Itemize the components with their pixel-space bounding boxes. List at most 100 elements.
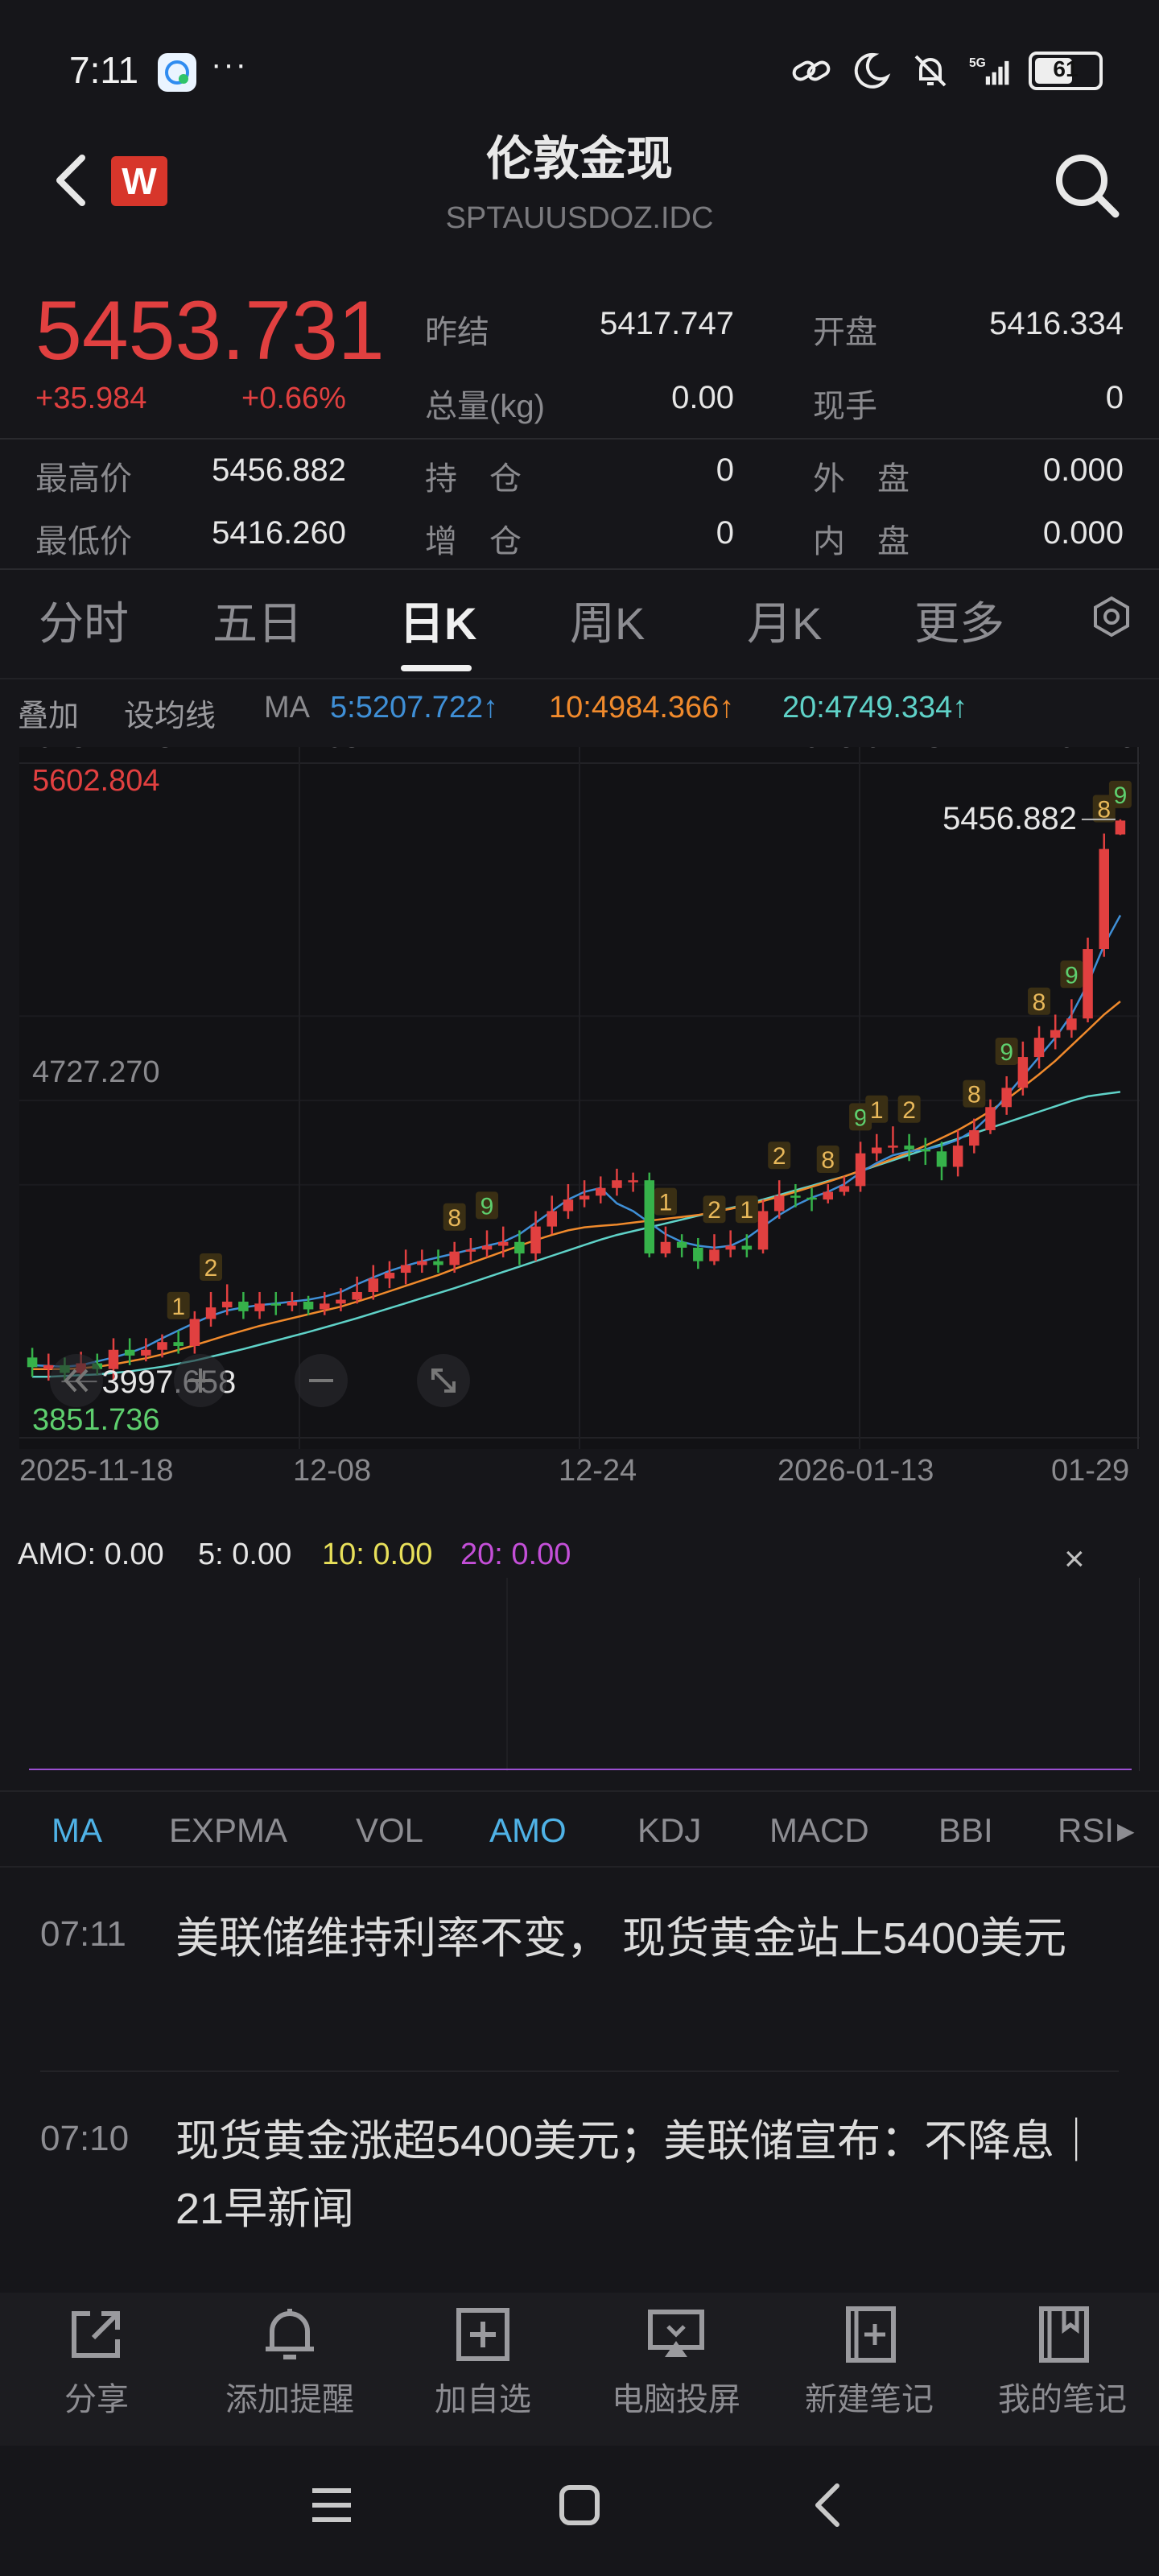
marker-badge [963,1080,986,1108]
scroll-left-icon[interactable] [48,1352,105,1409]
stat-label: 开盘 [813,315,877,350]
zoom-out-icon[interactable] [293,1352,349,1409]
new-note-button[interactable]: 新建笔记 [789,2302,950,2420]
status-bar: 7:11 ··· 5G 61 [0,0,1159,145]
cast-screen-button[interactable]: 电脑投屏 [596,2302,757,2420]
candle-body [530,1226,541,1254]
news-item-title[interactable]: 美联储维持利率不变， 现货黄金站上5400美元 [175,1914,1067,1963]
close-indicator-icon[interactable]: × [1064,1539,1085,1579]
tab-daily-k[interactable]: 日K [399,598,477,649]
marker-label: 8 [1097,796,1111,823]
candle-body [806,1197,817,1200]
back-nav-icon[interactable] [805,2481,853,2529]
marker-badge [654,1187,677,1216]
stat-value: 0.000 [1042,452,1124,488]
marker-label: 2 [902,1097,916,1124]
page-title: 伦敦金现 [485,133,673,185]
candle-body [221,1301,233,1308]
candle-body [287,1301,298,1306]
x-axis-label: 12-08 [282,747,360,754]
indicator-vol[interactable]: VOL [356,1811,424,1849]
ma-label: MA [264,691,310,724]
stat-label: 昨结 [425,315,489,350]
svg-text:5G: 5G [969,56,986,70]
candle-body [1066,1018,1077,1030]
link-icon [792,60,831,81]
candle-body [238,1301,249,1311]
indicator-rsi[interactable]: RSI [1058,1811,1115,1849]
candle-body [920,1149,931,1152]
stat-value: 0 [716,452,734,488]
tab-five-day[interactable]: 五日 [212,598,303,649]
candle-body [205,1307,217,1319]
stat-label: 最低价 [35,524,132,559]
price-change-pct: +0.66% [241,382,346,415]
indicator-ma[interactable]: MA [52,1811,102,1849]
marker-badge [200,1253,223,1281]
fullscreen-icon[interactable] [415,1352,472,1409]
candle-body [547,1211,557,1227]
candle-body [352,1291,362,1300]
candle-body [1001,1088,1012,1108]
zoom-in-icon[interactable] [172,1352,229,1409]
toolbar-label: 电脑投屏 [612,2382,740,2417]
candle-body [481,1245,493,1250]
tab-intraday[interactable]: 分时 [39,598,129,649]
news-item-title[interactable]: 现货黄金涨超5400美元；美联储宣布：不降息｜21早新闻 [175,2117,1099,2233]
x-axis-label: 12-08 [293,1454,372,1488]
marker-badge [1108,780,1132,808]
y-min-label: 3851.736 [32,1403,160,1437]
marker-badge [995,1037,1018,1065]
add-favorite-button[interactable]: 加自选 [402,2302,563,2420]
scroll-right-icon[interactable]: ▶ [1117,1818,1135,1843]
marker-badge [703,1195,726,1224]
home-icon[interactable] [555,2481,604,2529]
add-alert-button[interactable]: 添加提醒 [209,2302,370,2420]
marker-label: 9 [1114,782,1128,809]
candle-body [709,1249,720,1261]
set-ma-button[interactable]: 设均线 [124,700,217,733]
x-axis-label: 2025-11-18 [19,1454,174,1488]
tab-weekly-k[interactable]: 周K [570,598,645,649]
stat-label: 内 盘 [813,524,909,559]
candle-body [1083,949,1093,1019]
stat-value: 5416.260 [212,515,346,551]
candle-body [741,1245,753,1250]
search-button[interactable] [1046,145,1127,225]
share-button[interactable]: 分享 [16,2302,177,2420]
marker-label: 1 [870,1097,884,1124]
indicator-macd[interactable]: MACD [769,1811,869,1849]
status-icons: 5G 61 [790,50,1103,92]
chart-settings-icon[interactable] [1091,596,1132,638]
indicator-bbi[interactable]: BBI [938,1811,993,1849]
toolbar-label: 加自选 [435,2382,531,2417]
ma10-value: 10:4984.366↑ [549,691,735,724]
tab-more[interactable]: 更多 [914,598,1004,649]
x-axis-label: 12-24 [556,747,634,754]
amo20-value: 20: 0.00 [460,1538,571,1571]
overlay-button[interactable]: 叠加 [18,700,80,733]
indicator-kdj[interactable]: KDJ [637,1811,702,1849]
my-notes-button[interactable]: 我的笔记 [982,2302,1143,2420]
tab-monthly-k[interactable]: 月K [747,598,823,649]
indicator-amo[interactable]: AMO [489,1811,567,1849]
candle-body [336,1299,346,1304]
candle-body [124,1349,135,1356]
candle-body [693,1247,703,1261]
indicator-expma[interactable]: EXPMA [169,1811,288,1849]
candle-body [660,1241,671,1254]
amo-value: AMO: 0.00 [18,1538,164,1571]
marker-badge [443,1203,466,1231]
marker-badge [476,1191,499,1220]
battery-icon: 61 [1029,52,1103,90]
candle-body [400,1265,411,1274]
menu-icon[interactable] [307,2481,356,2529]
stat-value: 0 [716,515,734,551]
candle-body [612,1180,622,1188]
candle-body [254,1303,265,1311]
my-notes-icon [1039,2306,1089,2363]
marker-label: 9 [1000,1039,1013,1066]
app-logo[interactable]: W [111,156,167,206]
back-button[interactable] [48,148,97,213]
